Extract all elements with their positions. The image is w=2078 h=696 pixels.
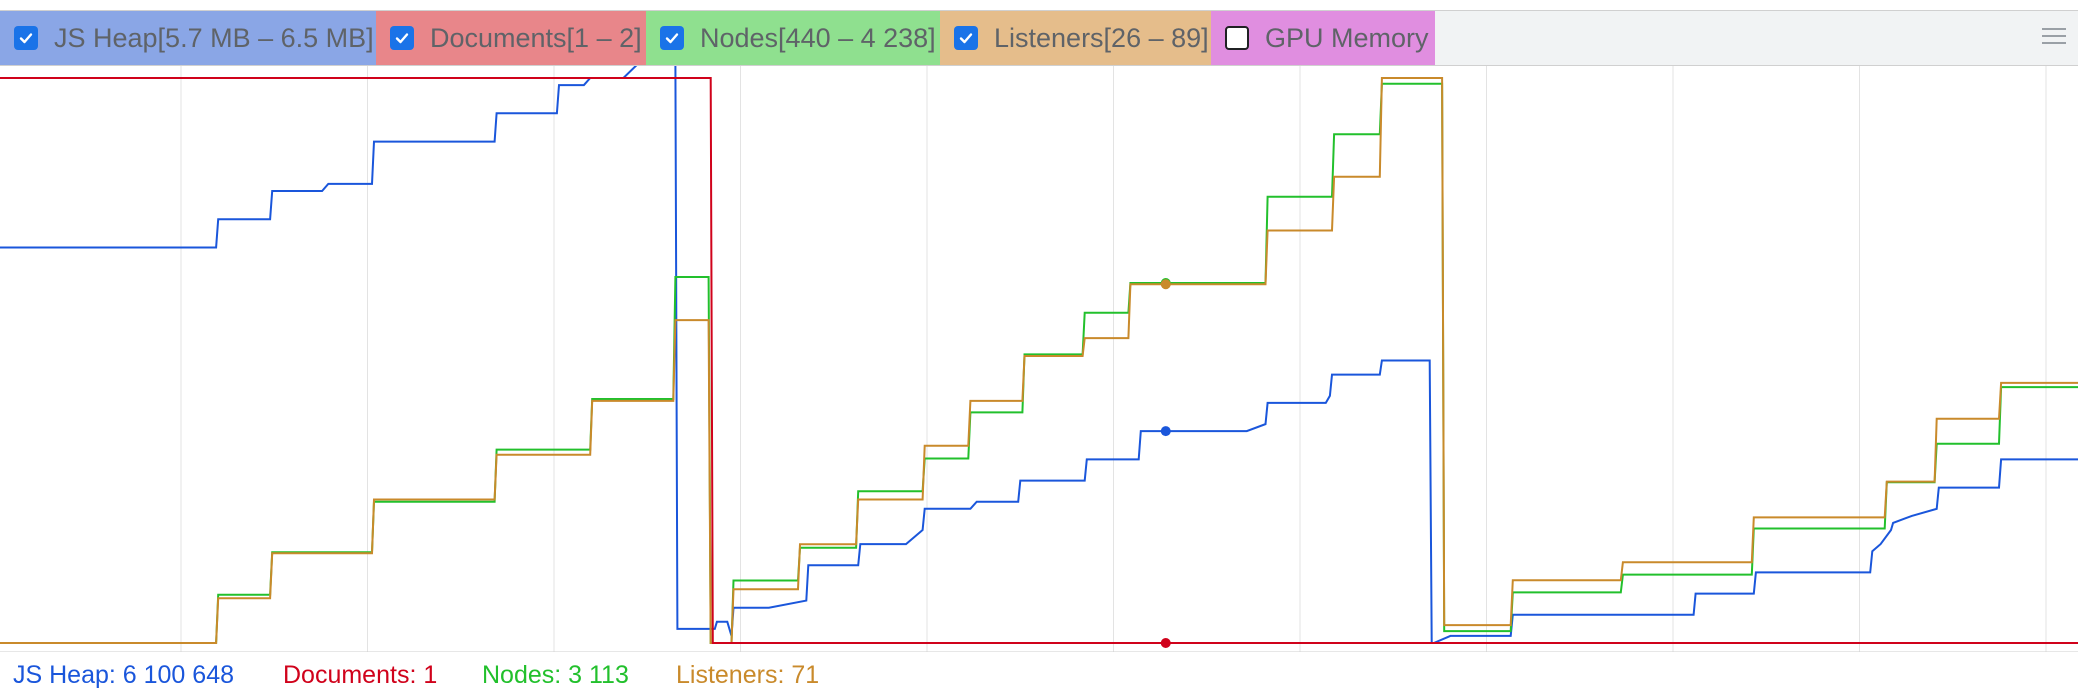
counter-status-bar: JS Heap: 6 100 648 Documents: 1 Nodes: 3… xyxy=(0,652,2078,696)
chart-series-layer xyxy=(0,66,2078,644)
cursor-marker-documents xyxy=(1160,638,1171,648)
series-line-nodes xyxy=(0,82,2078,644)
cursor-marker-js-heap xyxy=(1160,426,1171,437)
nodes-checkbox[interactable] xyxy=(660,26,684,50)
js-heap-checkbox[interactable] xyxy=(14,26,38,50)
cursor-marker-listeners xyxy=(1160,279,1171,290)
timeline-ruler xyxy=(0,0,2078,10)
status-listeners: Listeners: 71 xyxy=(676,661,820,689)
status-js-heap: JS Heap: 6 100 648 xyxy=(13,661,234,689)
chart-cursor-markers xyxy=(1160,277,1171,648)
legend-listeners-label: Listeners[26 – 89] xyxy=(994,22,1209,53)
legend-gpu-memory-label: GPU Memory xyxy=(1265,22,1429,53)
legend-js-heap-label: JS Heap[5.7 MB – 6.5 MB] xyxy=(54,22,374,53)
status-documents: Documents: 1 xyxy=(283,661,438,689)
legend-listeners[interactable]: Listeners[26 – 89] xyxy=(940,11,1211,65)
series-line-listeners xyxy=(0,77,2078,644)
legend-gpu-memory[interactable]: GPU Memory xyxy=(1211,11,1435,65)
documents-checkbox[interactable] xyxy=(390,26,414,50)
chart-grid xyxy=(180,66,2047,652)
counter-chart xyxy=(0,66,2078,652)
series-line-js-heap xyxy=(0,66,2078,644)
legend-documents-label: Documents[1 – 2] xyxy=(430,22,642,53)
menu-icon[interactable] xyxy=(2042,28,2066,48)
gpu-memory-checkbox[interactable] xyxy=(1225,26,1249,50)
legend-nodes-label: Nodes[440 – 4 238] xyxy=(700,22,936,53)
legend-js-heap[interactable]: JS Heap[5.7 MB – 6.5 MB] xyxy=(0,11,376,65)
listeners-checkbox[interactable] xyxy=(954,26,978,50)
counter-legend-bar: JS Heap[5.7 MB – 6.5 MB] Documents[1 – 2… xyxy=(0,10,2078,66)
legend-documents[interactable]: Documents[1 – 2] xyxy=(376,11,646,65)
series-line-documents xyxy=(0,77,2078,644)
status-nodes: Nodes: 3 113 xyxy=(482,661,629,689)
legend-nodes[interactable]: Nodes[440 – 4 238] xyxy=(646,11,940,65)
